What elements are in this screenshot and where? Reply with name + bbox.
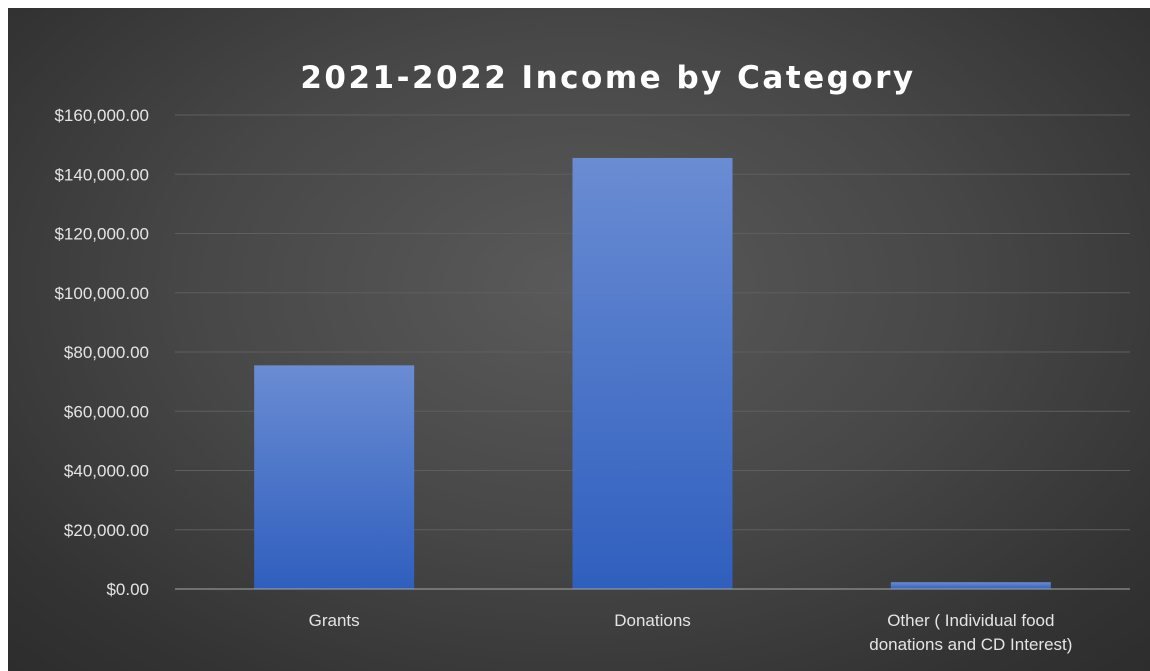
bar-chart: 2021-2022 Income by Category $0.00 $20,00…	[54, 60, 1130, 654]
x-tick-label: Donations	[614, 611, 691, 630]
y-tick-label: $40,000.00	[64, 462, 149, 481]
y-tick-label: $140,000.00	[54, 165, 149, 184]
x-tick-label-line: donations and CD Interest)	[869, 635, 1072, 654]
chart-frame: 2021-2022 Income by Category $0.00 $20,00…	[8, 8, 1150, 671]
y-tick-label: $160,000.00	[54, 106, 149, 125]
y-tick-label: $80,000.00	[64, 343, 149, 362]
y-tick-label: $20,000.00	[64, 521, 149, 540]
bars	[254, 157, 1051, 590]
x-tick-label-line: Donations	[614, 611, 691, 630]
x-axis-tick-labels: Grants Donations Other ( Individual food do…	[309, 611, 1073, 654]
bar	[572, 157, 733, 590]
bar	[254, 365, 415, 589]
y-tick-label: $60,000.00	[64, 402, 149, 421]
y-tick-label: $100,000.00	[54, 284, 149, 303]
x-tick-label-line: Other ( Individual food	[887, 611, 1054, 630]
y-axis-tick-labels: $0.00 $20,000.00 $40,000.00 $60,000.00 $80,0…	[54, 106, 149, 599]
y-tick-label: $120,000.00	[54, 225, 149, 244]
x-tick-label: Other ( Individual food donations and CD …	[869, 611, 1072, 654]
bar	[890, 582, 1051, 589]
y-tick-label: $0.00	[106, 580, 149, 599]
chart-title: 2021-2022 Income by Category	[300, 60, 915, 96]
x-tick-label-line: Grants	[309, 611, 360, 630]
x-tick-label: Grants	[309, 611, 360, 630]
